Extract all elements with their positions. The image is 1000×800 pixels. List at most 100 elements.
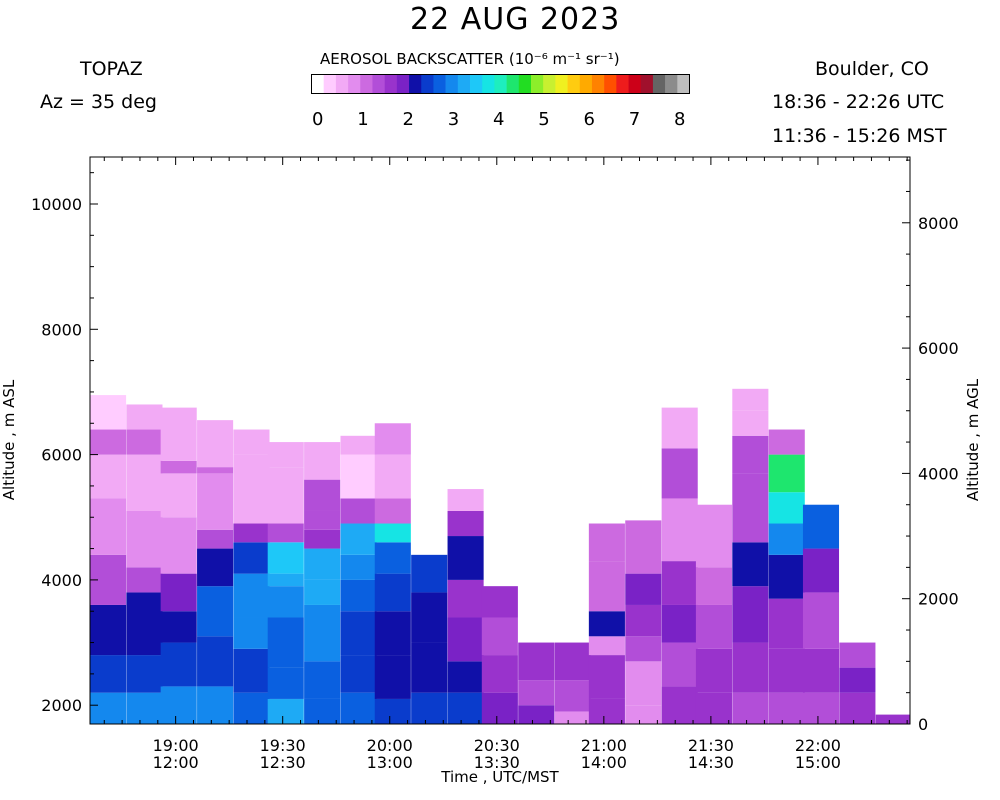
colorbar-swatch — [372, 74, 385, 94]
profile-band — [695, 604, 732, 649]
profile-band — [554, 642, 591, 681]
profile-band — [340, 523, 377, 555]
profile-band — [126, 429, 163, 455]
colorbar-swatch — [409, 74, 422, 94]
profile-band — [839, 667, 876, 693]
profile-band — [588, 561, 625, 612]
utc-range-label: 18:36 - 22:26 UTC — [772, 91, 945, 113]
x-tick-label-mst: 12:30 — [260, 753, 306, 772]
profile-band — [768, 554, 805, 599]
profile-band — [661, 448, 698, 499]
profile-band — [90, 655, 127, 693]
profile-band — [588, 611, 625, 637]
colorbar-tick-label: 0 — [312, 109, 324, 130]
profile-band — [267, 523, 304, 543]
profile-band — [732, 435, 769, 474]
colorbar-swatch — [555, 74, 568, 94]
profile-band — [233, 617, 270, 649]
profile-band — [661, 561, 698, 605]
x-tick-label-utc: 19:00 — [153, 736, 199, 755]
x-tick-label-mst: 13:00 — [367, 753, 413, 772]
y-axis-label-left: Altitude , m ASL — [0, 379, 18, 500]
profile-band — [481, 655, 518, 693]
colorbar-tick-label: 6 — [583, 109, 595, 130]
profile-band — [411, 554, 448, 593]
profile-band — [267, 586, 304, 618]
profile-band — [374, 423, 411, 455]
colorbar-swatch — [543, 74, 556, 94]
y-tick-label-right: 6000 — [918, 339, 959, 358]
colorbar-swatch — [470, 74, 483, 94]
chart-title: 22 AUG 2023 — [410, 2, 621, 37]
profile-band — [839, 692, 876, 724]
profile-band — [233, 648, 270, 693]
colorbar-swatch — [616, 74, 629, 94]
colorbar-swatch — [652, 74, 666, 94]
profile-band — [304, 604, 341, 662]
profile-band — [233, 542, 270, 574]
profile-band — [625, 705, 662, 724]
profile-band — [126, 567, 163, 593]
profile-band — [374, 611, 411, 656]
profile-band — [126, 510, 163, 568]
profile-band — [160, 473, 197, 518]
colorbar-swatch — [421, 74, 434, 94]
profile-band — [481, 617, 518, 656]
profile-band — [233, 454, 270, 524]
profile-band — [768, 429, 805, 455]
profile-band — [90, 604, 127, 656]
colorbar-frame — [311, 74, 690, 94]
profile-band — [160, 573, 197, 612]
y-axis-label-right: Altitude , m AGL — [964, 378, 982, 501]
profile-band — [661, 604, 698, 643]
profile-band — [374, 498, 411, 524]
profile-band — [588, 698, 625, 724]
colorbar-swatch — [604, 74, 617, 94]
profile-band — [340, 655, 377, 693]
profile-band — [267, 442, 304, 468]
profile-band — [732, 388, 769, 411]
colorbar-swatch — [323, 74, 337, 94]
profile-band — [340, 454, 377, 499]
colorbar-tick-label: 7 — [628, 109, 641, 130]
profile-band — [197, 467, 234, 474]
location-label: Boulder, CO — [815, 58, 929, 80]
profile-band — [447, 536, 484, 580]
profile-band — [732, 542, 769, 587]
colorbar-swatch — [348, 74, 361, 94]
colorbar-swatch — [433, 74, 446, 94]
profile-band — [411, 642, 448, 693]
profile-band — [340, 579, 377, 612]
colorbar-swatch — [311, 74, 324, 94]
profile-band — [625, 636, 662, 662]
profile-band — [839, 642, 876, 668]
profile-band — [267, 667, 304, 699]
profile-band — [267, 698, 304, 724]
profile-band — [695, 504, 732, 568]
profile-band — [554, 711, 591, 724]
profile-band — [160, 642, 197, 687]
colorbar-swatch — [530, 74, 544, 94]
profile-band — [90, 498, 127, 555]
profile-band — [340, 692, 377, 724]
y-tick-label-left: 8000 — [41, 320, 82, 339]
colorbar-title: AEROSOL BACKSCATTER (10⁻⁶ m⁻¹ sr⁻¹) — [320, 50, 620, 68]
profile-band — [304, 442, 341, 480]
y-tick-label-left: 4000 — [41, 571, 82, 590]
profile-band — [518, 705, 555, 724]
colorbar-tick-label: 3 — [447, 109, 460, 130]
profile-band — [304, 548, 341, 580]
profile-band — [447, 579, 484, 618]
x-tick-label-mst: 12:00 — [153, 753, 199, 772]
colorbar — [311, 74, 690, 94]
colorbar-swatch — [494, 74, 507, 94]
profile-band — [374, 454, 411, 499]
profile-band — [732, 473, 769, 543]
profile-band — [768, 492, 805, 524]
profile-band — [233, 429, 270, 455]
backscatter-profiles — [90, 388, 911, 724]
profile-band — [90, 454, 127, 499]
y-tick-label-left: 6000 — [41, 446, 82, 465]
profile-band — [695, 567, 732, 605]
